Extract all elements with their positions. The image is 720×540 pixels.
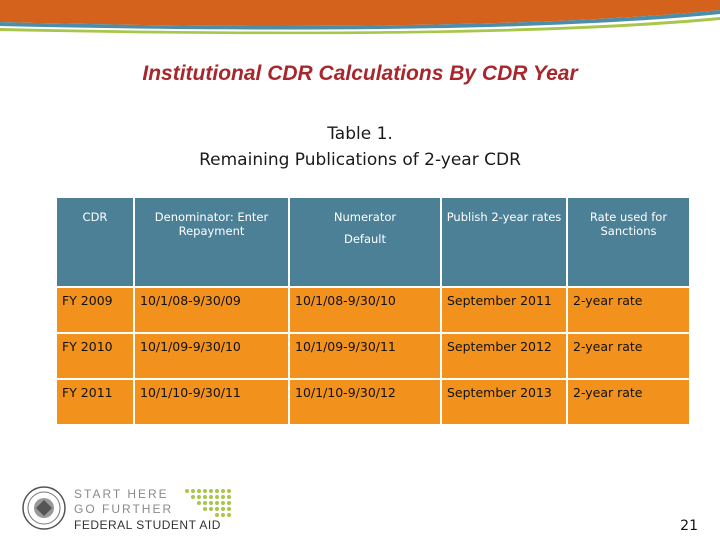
dot-pattern-icon xyxy=(185,489,231,517)
cell-publish: September 2012 xyxy=(440,332,568,380)
page-number: 21 xyxy=(680,518,698,534)
header-cdr: CDR xyxy=(55,196,135,288)
cell-cdr: FY 2010 xyxy=(55,332,135,380)
cell-cdr: FY 2009 xyxy=(55,286,135,334)
logo-line2: GO FURTHER xyxy=(74,502,173,516)
logo-line1: START HERE xyxy=(74,487,169,501)
header-denominator: Denominator: Enter Repayment xyxy=(133,196,290,288)
cell-rate: 2-year rate xyxy=(566,286,691,334)
table-row: FY 2010 10/1/09-9/30/10 10/1/09-9/30/11 … xyxy=(55,332,691,380)
table-caption-line1: Table 1. xyxy=(327,124,393,144)
header-numerator-label: Numerator xyxy=(333,210,397,224)
table-header-row: CDR Denominator: Enter Repayment Numerat… xyxy=(55,196,691,288)
table-row: FY 2011 10/1/10-9/30/11 10/1/10-9/30/12 … xyxy=(55,378,691,426)
header-numerator: Numerator Default xyxy=(288,196,442,288)
cell-numerator: 10/1/09-9/30/11 xyxy=(288,332,442,380)
cell-publish: September 2011 xyxy=(440,286,568,334)
table-row: FY 2009 10/1/08-9/30/09 10/1/08-9/30/10 … xyxy=(55,286,691,334)
cell-numerator: 10/1/08-9/30/10 xyxy=(288,286,442,334)
header-rate: Rate used for Sanctions xyxy=(566,196,691,288)
cell-numerator: 10/1/10-9/30/12 xyxy=(288,378,442,426)
cell-cdr: FY 2011 xyxy=(55,378,135,426)
cell-denominator: 10/1/09-9/30/10 xyxy=(133,332,290,380)
table-caption-line2: Remaining Publications of 2-year CDR xyxy=(199,150,521,170)
cell-rate: 2-year rate xyxy=(566,332,691,380)
seal-icon xyxy=(22,486,66,530)
cell-publish: September 2013 xyxy=(440,378,568,426)
cell-rate: 2-year rate xyxy=(566,378,691,426)
header-numerator-sub: Default xyxy=(343,232,387,246)
slide-title: Institutional CDR Calculations By CDR Ye… xyxy=(142,62,578,85)
cell-denominator: 10/1/10-9/30/11 xyxy=(133,378,290,426)
logo-line3: FEDERAL STUDENT AID xyxy=(74,518,221,532)
cdr-table: CDR Denominator: Enter Repayment Numerat… xyxy=(55,196,691,426)
top-banner xyxy=(0,0,720,38)
federal-student-aid-logo: START HERE GO FURTHER FEDERAL STUDENT AI… xyxy=(22,486,231,532)
header-publish: Publish 2-year rates xyxy=(440,196,568,288)
table-caption: Table 1. Remaining Publications of 2-yea… xyxy=(0,121,720,173)
cell-denominator: 10/1/08-9/30/09 xyxy=(133,286,290,334)
